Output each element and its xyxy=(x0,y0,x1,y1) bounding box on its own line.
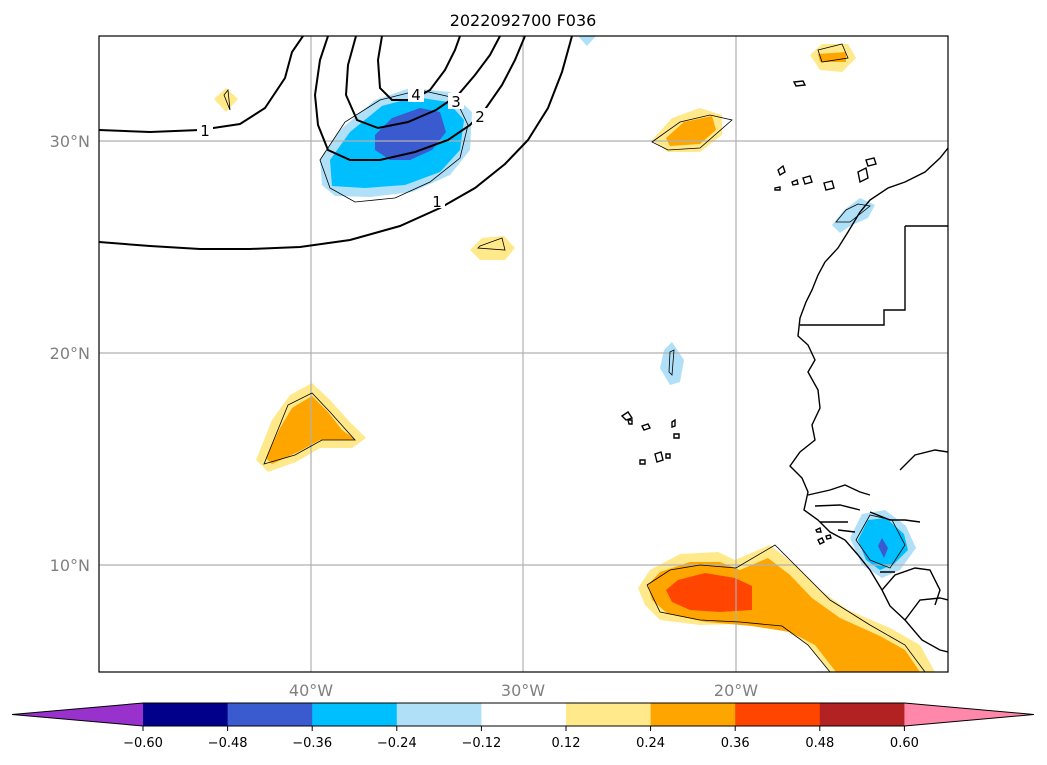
contour-label: 2 xyxy=(475,108,485,126)
colorbar-tick-label: −0.12 xyxy=(461,736,501,751)
africa-coastline xyxy=(789,147,948,653)
colorbar-tick-label: 0.24 xyxy=(636,736,665,751)
negative-anomaly-strong xyxy=(878,538,888,558)
colorbar-tick-label: 0.12 xyxy=(552,736,581,751)
lon-label: 40°W xyxy=(289,681,333,700)
positive-anomaly-mid xyxy=(666,116,716,146)
canary-islands xyxy=(774,157,877,191)
colorbar-segment xyxy=(312,703,398,726)
negative-anomaly-light xyxy=(578,36,596,46)
country-borders xyxy=(800,225,948,621)
lat-label: 30°N xyxy=(50,132,90,151)
colorbar-segment xyxy=(396,703,482,726)
graticule xyxy=(99,36,948,672)
lat-label: 10°N xyxy=(50,556,90,575)
map-panel: 1 1 2 3 4 xyxy=(98,35,949,673)
positive-anomaly-light xyxy=(470,236,515,260)
colorbar-segment xyxy=(566,703,652,726)
colorbar-segment xyxy=(650,703,736,726)
lon-label: 20°W xyxy=(714,681,758,700)
thin-outline-layer xyxy=(223,43,926,672)
colorbar-tick-label: 0.48 xyxy=(805,736,834,751)
positive-anomaly-strong xyxy=(666,573,752,612)
cape-verde-islands xyxy=(620,411,680,465)
guinea-islands xyxy=(815,526,832,545)
lat-label: 20°N xyxy=(50,344,90,363)
colorbar-segment xyxy=(735,703,821,726)
contour-label: 4 xyxy=(411,86,421,104)
colorbar-tick-label: −0.60 xyxy=(123,736,163,751)
contour-label: 1 xyxy=(200,122,210,140)
colorbar-tick-label: 0.60 xyxy=(890,736,919,751)
colorbar-tick-label: −0.36 xyxy=(292,736,332,751)
map-title: 2022092700 F036 xyxy=(450,11,597,30)
latitude-labels: 30°N 20°N 10°N xyxy=(50,132,90,575)
madeira xyxy=(792,80,807,87)
lon-label: 30°W xyxy=(501,681,545,700)
colorbar-tick-label: 0.36 xyxy=(721,736,750,751)
colorbar-segment xyxy=(227,703,313,726)
longitude-labels: 40°W 30°W 20°W xyxy=(289,681,758,700)
colorbar-segment xyxy=(819,703,905,726)
colorbar-segment xyxy=(481,703,567,726)
colorbar-extend-min xyxy=(12,703,143,726)
colorbar-extend-max xyxy=(904,703,1034,726)
colorbar-tick-label: −0.48 xyxy=(208,736,248,751)
contour-label: 1 xyxy=(432,193,442,211)
coastline-layer xyxy=(620,80,948,653)
colorbar-segment xyxy=(143,703,229,726)
colorbar-labels: −0.60 −0.48 −0.36 −0.24 −0.12 0.12 0.24 0.36 0.4… xyxy=(123,726,919,751)
contour-label: 3 xyxy=(451,93,461,111)
colorbar-tick-label: −0.24 xyxy=(377,736,417,751)
colorbar xyxy=(11,702,1035,727)
contour-label-layer: 1 1 2 3 4 xyxy=(197,86,488,211)
map-frame xyxy=(98,35,949,673)
